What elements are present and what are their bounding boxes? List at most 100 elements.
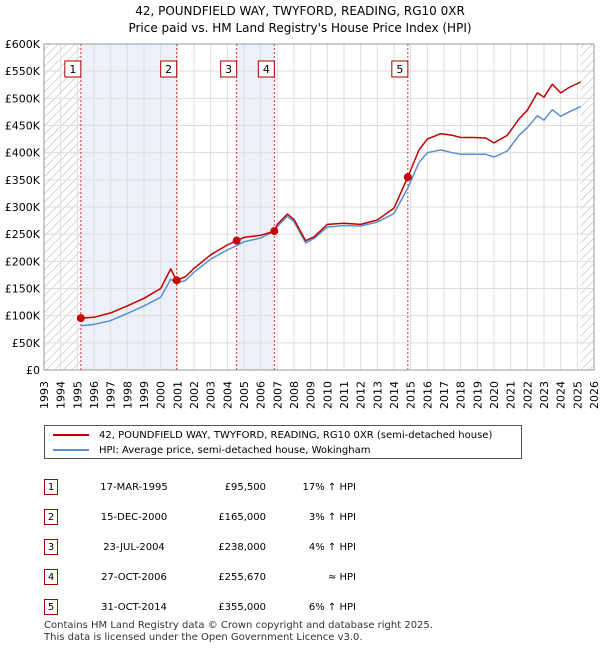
- x-tick-label: 1994: [55, 381, 68, 409]
- sale-price: £255,670: [218, 571, 266, 583]
- y-tick-label: £550K: [5, 65, 41, 78]
- sale-marker-label: 1: [69, 63, 76, 76]
- footer-copyright: Contains HM Land Registry data © Crown c…: [44, 620, 433, 631]
- x-tick-label: 2003: [205, 381, 218, 409]
- x-tick-label: 1999: [138, 381, 151, 409]
- y-tick-label: £500K: [5, 92, 41, 105]
- x-tick-label: 2001: [171, 381, 184, 409]
- sales-table: 1 17-MAR-1995 £95,500 17% ↑ HPI 2 15-DEC-2000…: [44, 472, 356, 622]
- x-tick-label: 2022: [521, 381, 534, 409]
- x-tick-label: 2000: [155, 381, 168, 409]
- sale-marker-label: 2: [165, 63, 172, 76]
- x-tick-label: 2021: [505, 381, 518, 409]
- chart-title-address: 42, POUNDFIELD WAY, TWYFORD, READING, RG…: [135, 4, 465, 18]
- chart-subtitle: Price paid vs. HM Land Registry's House …: [128, 21, 472, 35]
- sale-marker: 2: [44, 509, 58, 525]
- y-tick-label: £100K: [5, 310, 41, 323]
- x-tick-label: 2016: [421, 381, 434, 409]
- x-tick-label: 1997: [105, 381, 118, 409]
- x-tick-label: 2004: [221, 381, 234, 409]
- table-row: 1 17-MAR-1995 £95,500 17% ↑ HPI: [44, 472, 356, 502]
- footer-licence: This data is licensed under the Open Gov…: [44, 632, 363, 643]
- legend-line-blue: [53, 449, 89, 451]
- sale-price: £95,500: [224, 481, 266, 493]
- sale-marker-box: [391, 60, 409, 78]
- x-tick-label: 2008: [288, 381, 301, 409]
- x-tick-label: 2002: [188, 381, 201, 409]
- x-tick-label: 2005: [238, 381, 251, 409]
- sale-price: £355,000: [218, 601, 266, 613]
- legend-label-property: 42, POUNDFIELD WAY, TWYFORD, READING, RG…: [99, 429, 493, 441]
- x-tick-label: 2007: [271, 381, 284, 409]
- sale-hpi-relation: 6% ↑ HPI: [308, 601, 356, 613]
- sale-point: [172, 276, 181, 285]
- x-tick-label: 2026: [588, 381, 600, 409]
- sale-date: 17-MAR-1995: [100, 481, 168, 493]
- x-tick-label: 2011: [338, 381, 351, 409]
- sale-date: 27-OCT-2006: [101, 571, 167, 583]
- x-tick-label: 1998: [121, 381, 134, 409]
- x-tick-label: 2015: [405, 381, 418, 409]
- y-tick-label: £200K: [5, 255, 41, 268]
- sale-hpi-relation: 4% ↑ HPI: [308, 541, 356, 553]
- sale-marker-box: [160, 60, 178, 78]
- x-tick-label: 2018: [455, 381, 468, 409]
- y-tick-label: £600K: [5, 38, 41, 51]
- x-tick-label: 1993: [38, 381, 51, 409]
- x-tick-label: 2023: [538, 381, 551, 409]
- footer: Contains HM Land Registry data © Crown c…: [44, 620, 433, 644]
- y-tick-label: £450K: [5, 120, 41, 133]
- table-row: 5 31-OCT-2014 £355,000 6% ↑ HPI: [44, 592, 356, 622]
- sale-marker-box: [220, 60, 238, 78]
- sale-marker-box: [257, 60, 275, 78]
- x-tick-label: 1996: [88, 381, 101, 409]
- legend: 42, POUNDFIELD WAY, TWYFORD, READING, RG…: [44, 425, 522, 459]
- y-tick-label: £400K: [5, 147, 41, 160]
- x-tick-label: 2020: [488, 381, 501, 409]
- x-tick-label: 2017: [438, 381, 451, 409]
- x-tick-label: 2014: [388, 381, 401, 409]
- legend-item-hpi: HPI: Average price, semi-detached house,…: [53, 443, 370, 457]
- sale-date: 31-OCT-2014: [101, 601, 167, 613]
- sale-marker-label: 3: [225, 63, 232, 76]
- sale-point: [270, 227, 279, 236]
- y-tick-label: £150K: [5, 283, 41, 296]
- y-tick-label: £350K: [5, 174, 41, 187]
- sale-hpi-relation: 3% ↑ HPI: [308, 511, 356, 523]
- table-row: 4 27-OCT-2006 £255,670 ≈ HPI: [44, 562, 356, 592]
- sale-marker: 4: [44, 569, 58, 585]
- sale-point: [232, 236, 241, 245]
- sale-hpi-relation: ≈ HPI: [327, 571, 356, 583]
- y-tick-label: £50K: [12, 337, 41, 350]
- sale-marker-label: 5: [396, 63, 403, 76]
- x-tick-label: 2024: [555, 381, 568, 409]
- price-chart: 1 2 3 4 5 £0 £50K £100K £150K £200K £250K £300K £35…: [5, 38, 600, 409]
- y-tick-label: £0: [26, 364, 40, 377]
- sale-marker: 5: [44, 599, 58, 615]
- sale-marker: 1: [44, 479, 58, 495]
- legend-line-red: [53, 434, 89, 436]
- sale-point: [76, 314, 85, 323]
- x-tick-label: 2025: [571, 381, 584, 409]
- sale-marker: 3: [44, 539, 58, 555]
- table-row: 3 23-JUL-2004 £238,000 4% ↑ HPI: [44, 532, 356, 562]
- sale-price: £165,000: [218, 511, 266, 523]
- x-tick-label: 2006: [255, 381, 268, 409]
- sale-point: [403, 173, 412, 182]
- x-tick-label: 2013: [371, 381, 384, 409]
- legend-label-hpi: HPI: Average price, semi-detached house,…: [99, 444, 371, 456]
- x-tick-label: 2010: [321, 381, 334, 409]
- legend-item-property: 42, POUNDFIELD WAY, TWYFORD, READING, RG…: [53, 428, 492, 442]
- x-tick-label: 1995: [71, 381, 84, 409]
- y-tick-label: £300K: [5, 201, 41, 214]
- table-row: 2 15-DEC-2000 £165,000 3% ↑ HPI: [44, 502, 356, 532]
- y-tick-label: £250K: [5, 228, 41, 241]
- sale-hpi-relation: 17% ↑ HPI: [302, 481, 356, 493]
- plot-frame: [43, 43, 595, 371]
- sale-price: £238,000: [218, 541, 266, 553]
- sale-date: 23-JUL-2004: [103, 541, 165, 553]
- sale-date: 15-DEC-2000: [100, 511, 168, 523]
- x-tick-label: 2019: [471, 381, 484, 409]
- sale-marker-label: 4: [263, 63, 270, 76]
- sale-marker-box: [64, 60, 82, 78]
